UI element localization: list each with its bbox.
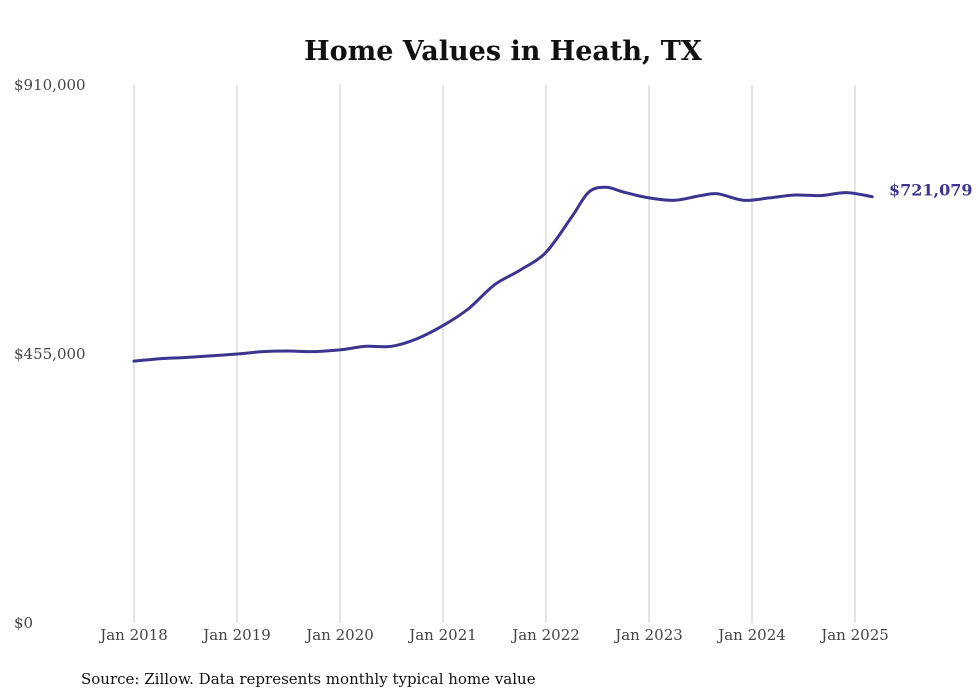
y-axis-ticks: $0 $455,000 $910,000 [14, 76, 86, 632]
series-line [132, 185, 874, 363]
x-tick-label: Jan 2021 [407, 626, 477, 644]
chart-title: Home Values in Heath, TX [304, 36, 702, 67]
x-tick-label: Jan 2024 [716, 626, 786, 644]
source-note: Source: Zillow. Data represents monthly … [81, 670, 536, 688]
x-tick-label: Jan 2022 [510, 626, 580, 644]
x-axis-ticks: Jan 2018 Jan 2019 Jan 2020 Jan 2021 Jan 2022… [98, 626, 889, 644]
end-value-label: $721,079 [889, 181, 973, 200]
x-tick-label: Jan 2020 [304, 626, 374, 644]
x-tick-label: Jan 2019 [201, 626, 271, 644]
x-tick-label: Jan 2023 [613, 626, 683, 644]
y-tick-label: $0 [14, 614, 33, 632]
x-tick-label: Jan 2018 [98, 626, 168, 644]
x-tick-label: Jan 2025 [819, 626, 889, 644]
y-tick-label: $910,000 [14, 76, 86, 94]
y-tick-label: $455,000 [14, 345, 86, 363]
gridlines [133, 85, 856, 623]
